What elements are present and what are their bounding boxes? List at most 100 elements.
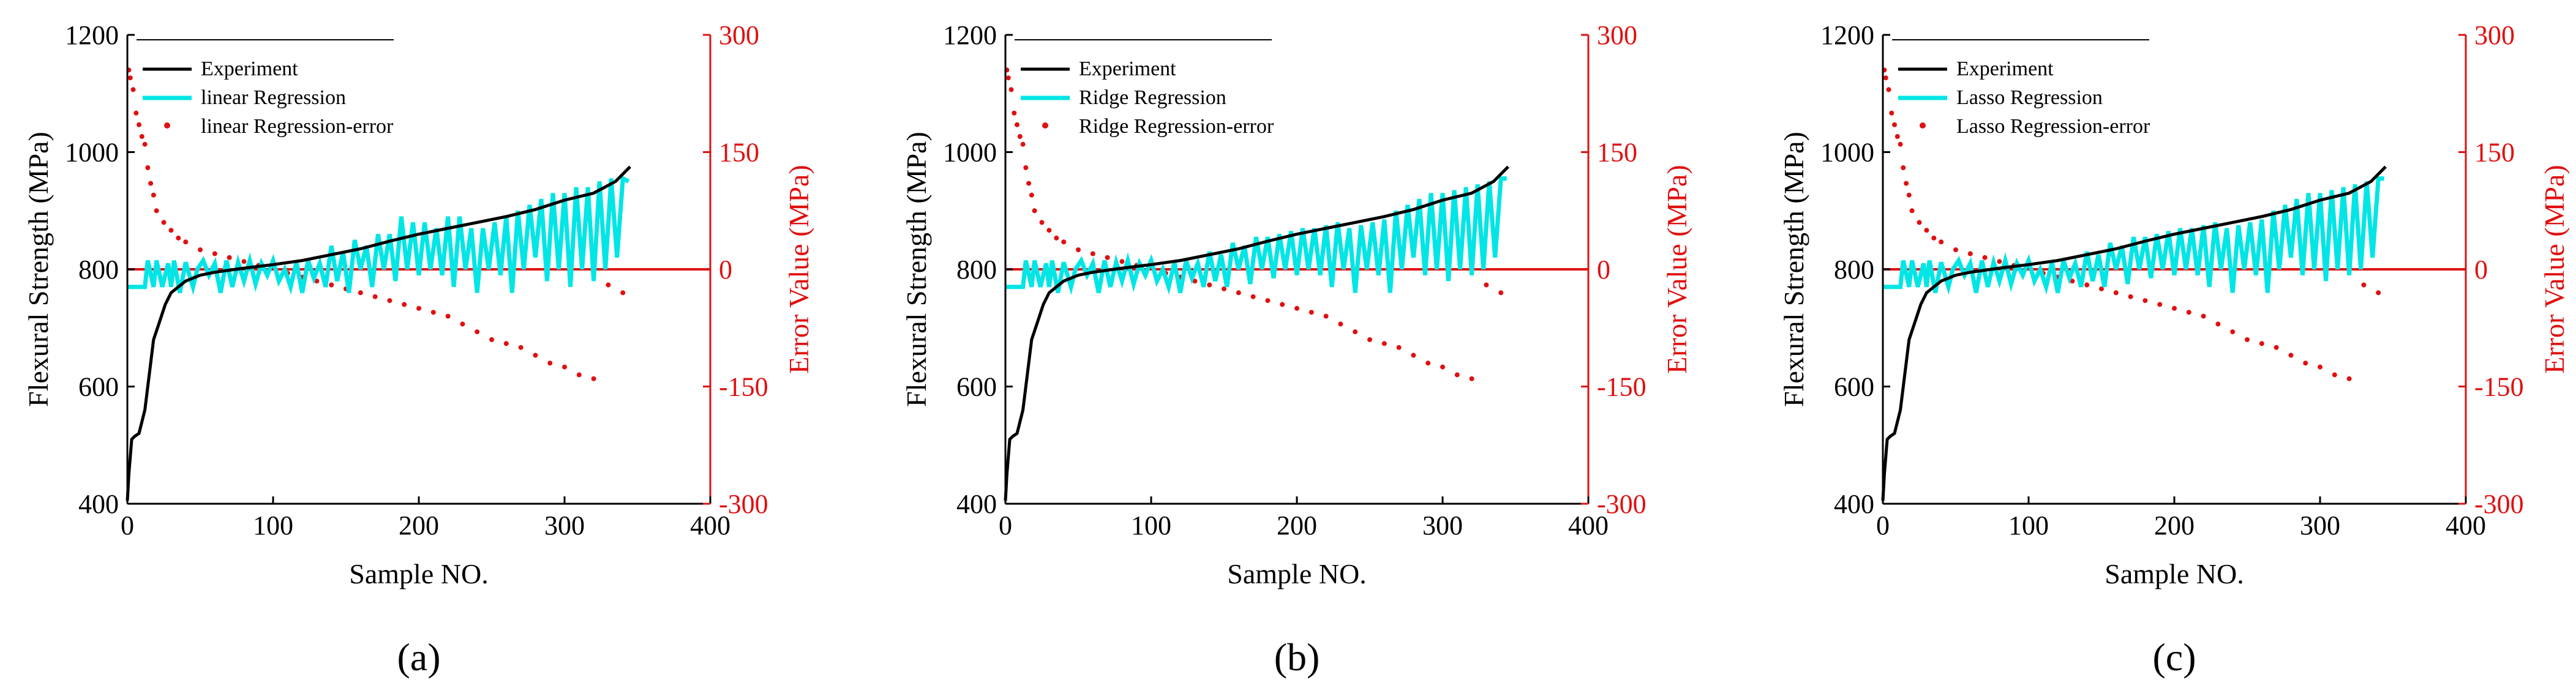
error-point: [1207, 282, 1212, 288]
error-point: [168, 228, 174, 233]
error-point: [518, 345, 524, 350]
y2-tick-label: 0: [2474, 255, 2488, 285]
error-point: [475, 329, 480, 335]
x-tick-label: 200: [1277, 510, 1317, 540]
error-point: [1029, 192, 1034, 198]
error-point: [1005, 75, 1011, 81]
error-point: [161, 220, 167, 225]
y2-tick-label: 300: [1597, 20, 1637, 50]
y-axis-title: Flexural Strength (MPa): [23, 132, 54, 407]
error-point: [1469, 376, 1474, 381]
error-point: [1498, 290, 1504, 296]
error-point: [142, 141, 148, 147]
error-point: [1020, 141, 1026, 147]
y-tick-label: 800: [1834, 255, 1874, 285]
x-tick-label: 100: [2008, 510, 2049, 540]
error-point: [2361, 282, 2367, 288]
y-tick-label: 800: [78, 255, 119, 285]
y2-tick-label: 0: [719, 255, 732, 285]
error-point: [1353, 329, 1358, 335]
y2-tick-label: -300: [719, 489, 768, 519]
error-point: [1381, 341, 1387, 346]
error-point: [2128, 294, 2133, 299]
y-tick-label: 1200: [943, 20, 997, 50]
error-point: [151, 192, 156, 198]
y2-axis-title: Error Value (MPa): [1661, 165, 1692, 374]
error-point: [1265, 298, 1271, 304]
error-point: [139, 134, 145, 139]
error-point: [606, 282, 611, 288]
x-tick-label: 100: [1131, 510, 1171, 540]
error-point: [416, 305, 421, 311]
error-point: [2215, 321, 2221, 327]
error-point: [2201, 313, 2206, 319]
legend-entry: Experiment: [1079, 58, 1176, 80]
error-point: [2142, 298, 2148, 304]
error-point: [1931, 235, 1937, 241]
error-point: [2157, 302, 2163, 307]
error-point: [1026, 181, 1032, 186]
error-point: [1323, 313, 1329, 319]
error-point: [1997, 259, 2002, 264]
error-point: [1917, 220, 1922, 225]
x-tick-label: 0: [1876, 510, 1890, 540]
error-point: [2113, 290, 2119, 296]
y2-tick-label: 150: [2474, 138, 2515, 168]
y-tick-label: 400: [956, 489, 997, 519]
error-point: [176, 235, 181, 241]
error-point: [148, 181, 154, 186]
error-point: [1236, 290, 1241, 296]
error-point: [533, 353, 538, 358]
error-point: [1119, 259, 1125, 264]
error-point: [1294, 305, 1299, 311]
y-tick-label: 400: [1834, 489, 1874, 519]
error-point: [547, 361, 553, 366]
x-tick-label: 0: [999, 510, 1012, 540]
y-tick-label: 1000: [65, 138, 119, 168]
x-tick-label: 200: [399, 510, 439, 540]
error-point: [154, 208, 159, 214]
error-point: [1017, 134, 1023, 139]
error-point: [2376, 290, 2381, 296]
x-tick-label: 0: [121, 510, 134, 540]
error-point: [2303, 361, 2308, 366]
error-point: [489, 337, 494, 342]
legend-error-swatch: [1920, 122, 1926, 129]
error-point: [1901, 165, 1906, 170]
error-point: [2070, 278, 2075, 284]
error-point: [460, 321, 465, 327]
legend-entry: Experiment: [1956, 58, 2054, 80]
y2-tick-label: -300: [1597, 489, 1647, 519]
error-point: [2346, 376, 2352, 381]
error-point: [133, 110, 139, 116]
error-point: [576, 372, 582, 378]
chart-panel-2: 0 100 200 300 400 400 600 800 1000 1200 -300 -150 0 1…: [901, 20, 1692, 679]
y-tick-label: 800: [956, 255, 997, 285]
legend: Experiment linear Regression linear Regres…: [137, 39, 394, 138]
error-point: [1425, 361, 1431, 366]
error-point: [241, 259, 247, 264]
x-axis-title: Sample NO.: [349, 558, 488, 589]
error-point: [2172, 305, 2177, 311]
y2-tick-label: 300: [719, 20, 759, 50]
y2-tick-label: -150: [2474, 372, 2524, 402]
panel-label: (c): [2152, 635, 2196, 679]
error-point: [2259, 341, 2264, 346]
legend-entry: Lasso Regression-error: [1956, 115, 2150, 138]
error-point: [2245, 337, 2250, 342]
error-point: [1015, 122, 1020, 127]
error-point: [1904, 181, 1909, 186]
error-point: [1924, 228, 1929, 233]
error-point: [445, 313, 451, 319]
x-tick-label: 200: [2154, 510, 2195, 540]
error-point: [2084, 282, 2090, 288]
chart-panel-3: 0 100 200 300 400 400 600 800 1000 1200 -300 -150 0 1…: [1778, 20, 2570, 679]
error-point: [127, 75, 133, 81]
error-point: [1892, 122, 1897, 127]
error-point: [1367, 337, 1372, 342]
experiment-line: [126, 165, 631, 501]
error-point: [1909, 208, 1915, 214]
error-point: [1280, 302, 1285, 307]
x-tick-label: 100: [253, 510, 293, 540]
